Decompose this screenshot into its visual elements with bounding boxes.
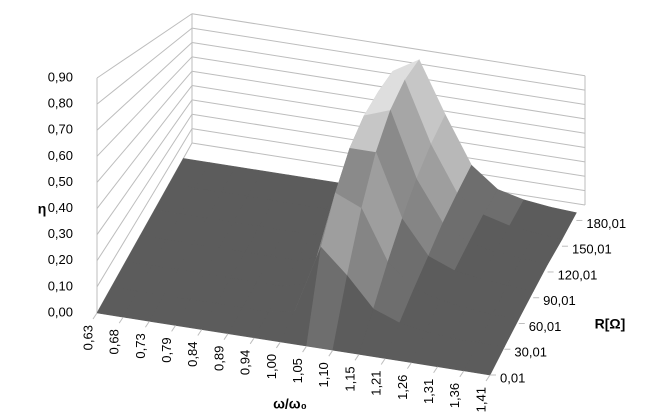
y-tick-label: 0,10: [48, 278, 73, 293]
grid-line: [96, 85, 193, 209]
grid-line: [96, 27, 193, 105]
y-axis-title: η: [38, 201, 47, 217]
x-tick-label: 0,73: [133, 333, 148, 358]
y-tick-label: 0,30: [48, 226, 73, 241]
x-tick-label: 0,63: [80, 325, 95, 350]
x-tick: [302, 345, 308, 353]
y-tick-label: 0,60: [48, 148, 73, 163]
r-tick-label: 150,01: [572, 242, 612, 257]
x-tick: [406, 362, 412, 369]
r-tick-label: 90,01: [543, 293, 576, 308]
x-tick-label: 1,00: [264, 354, 279, 379]
y-tick-label: 0,40: [48, 200, 73, 215]
x-tick: [223, 333, 229, 340]
y-tick-label: 0,70: [48, 122, 73, 137]
x-axis-title: ω/ω₀: [273, 396, 307, 412]
x-tick: [354, 354, 360, 361]
x-tick-label: 1,15: [342, 366, 357, 391]
grid-line: [191, 41, 586, 105]
x-tick: [144, 320, 150, 328]
x-tick-label: 1,26: [395, 375, 410, 400]
x-tick: [380, 358, 386, 365]
r-tick-label: 120,01: [558, 267, 598, 282]
x-tick-label: 0,68: [107, 329, 122, 354]
x-tick: [328, 349, 334, 357]
grid-line: [96, 13, 193, 79]
x-tick: [433, 366, 439, 374]
grid-line: [96, 70, 193, 183]
grid-line: [96, 42, 193, 131]
grid-line: [96, 114, 193, 262]
x-tick-label: 1,41: [473, 387, 488, 412]
x-tick-label: 1,31: [421, 379, 436, 404]
y-tick-label: 0,00: [48, 304, 73, 319]
x-tick: [459, 370, 465, 378]
surface-cell: [463, 342, 505, 376]
x-tick: [197, 329, 203, 336]
x-tick: [171, 325, 177, 332]
grid-line: [96, 99, 193, 235]
grid-line: [191, 13, 586, 77]
r-tick-label: 0,01: [500, 370, 525, 385]
x-tick: [92, 312, 98, 320]
r-axis-title: R[Ω]: [595, 316, 626, 332]
x-tick: [275, 341, 281, 349]
x-tick-label: 0,84: [185, 342, 200, 367]
x-tick-label: 1,36: [447, 383, 462, 408]
x-tick: [118, 316, 124, 324]
y-tick-label: 0,80: [48, 96, 73, 111]
x-tick-label: 1,05: [290, 358, 305, 383]
x-tick-label: 1,21: [369, 370, 384, 395]
y-tick-label: 0,20: [48, 252, 73, 267]
x-tick: [485, 374, 491, 382]
y-tick-label: 0,90: [48, 69, 73, 84]
x-tick-label: 0,89: [211, 346, 226, 371]
x-tick-label: 0,79: [159, 337, 174, 362]
grid-line: [96, 128, 193, 288]
grid-line: [96, 56, 193, 157]
r-tick-label: 30,01: [514, 345, 547, 360]
x-tick-label: 0,94: [238, 350, 253, 375]
x-tick: [249, 337, 255, 345]
grid-line: [191, 27, 586, 91]
y-tick-label: 0,50: [48, 174, 73, 189]
r-tick-label: 180,01: [586, 216, 626, 231]
r-tick-label: 60,01: [529, 319, 562, 334]
x-tick-label: 1,10: [316, 362, 331, 387]
